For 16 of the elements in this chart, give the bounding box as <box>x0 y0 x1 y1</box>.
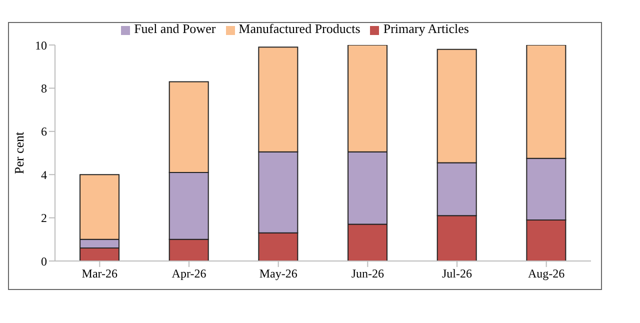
y-tick-label: 4 <box>41 168 47 182</box>
y-axis-title: Per cent <box>12 132 27 174</box>
legend-label: Primary Articles <box>383 21 469 36</box>
y-tick-label: 10 <box>35 38 47 52</box>
x-tick-label: Jul-26 <box>442 266 472 281</box>
y-tick-label: 0 <box>41 254 47 268</box>
x-tick-label: Apr-26 <box>172 266 206 281</box>
y-tick-label: 8 <box>41 81 47 96</box>
y-tick-label: 6 <box>41 124 47 139</box>
y-tick-label: 2 <box>41 211 47 226</box>
legend-label: Fuel and Power <box>134 21 216 36</box>
x-tick-label: Mar-26 <box>82 266 118 281</box>
legend-label: Manufactured Products <box>238 21 360 36</box>
x-tick-label: Jun-26 <box>351 266 384 281</box>
x-tick-label: Aug-26 <box>528 266 565 281</box>
x-tick-label: May-26 <box>259 266 298 281</box>
